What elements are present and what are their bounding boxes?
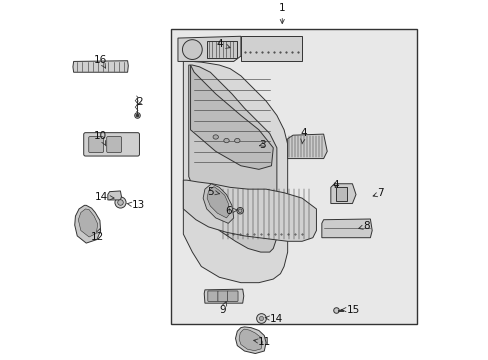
FancyBboxPatch shape xyxy=(227,291,238,301)
Polygon shape xyxy=(321,219,371,238)
Polygon shape xyxy=(73,61,128,72)
Text: 15: 15 xyxy=(341,305,359,315)
FancyBboxPatch shape xyxy=(83,133,139,156)
Polygon shape xyxy=(183,62,287,283)
Ellipse shape xyxy=(237,207,243,214)
Text: 4: 4 xyxy=(216,39,230,49)
Polygon shape xyxy=(203,184,233,223)
Text: 5: 5 xyxy=(207,186,219,197)
Text: 6: 6 xyxy=(225,206,237,216)
Polygon shape xyxy=(336,186,346,201)
Text: 4: 4 xyxy=(332,180,339,190)
Text: 14: 14 xyxy=(264,314,283,324)
Polygon shape xyxy=(75,205,101,243)
Ellipse shape xyxy=(234,139,240,143)
Polygon shape xyxy=(235,327,265,354)
Text: 16: 16 xyxy=(94,55,107,68)
Polygon shape xyxy=(206,41,237,58)
Polygon shape xyxy=(190,65,273,169)
Polygon shape xyxy=(204,289,244,303)
Polygon shape xyxy=(183,180,316,241)
FancyBboxPatch shape xyxy=(88,137,103,152)
Ellipse shape xyxy=(213,135,218,139)
Polygon shape xyxy=(188,65,276,252)
Text: 7: 7 xyxy=(372,188,384,198)
Polygon shape xyxy=(239,329,262,351)
Text: 2: 2 xyxy=(136,97,143,107)
Ellipse shape xyxy=(238,209,242,212)
FancyBboxPatch shape xyxy=(207,291,218,301)
Polygon shape xyxy=(330,184,355,203)
Bar xyxy=(170,29,416,324)
Text: 13: 13 xyxy=(126,200,145,210)
Text: 10: 10 xyxy=(94,131,107,146)
Text: 8: 8 xyxy=(358,221,369,231)
Polygon shape xyxy=(241,36,302,61)
FancyBboxPatch shape xyxy=(106,137,121,152)
Polygon shape xyxy=(178,36,241,62)
Polygon shape xyxy=(78,209,98,237)
Ellipse shape xyxy=(182,40,202,59)
Text: 3: 3 xyxy=(258,140,265,150)
Polygon shape xyxy=(206,186,230,218)
Text: 9: 9 xyxy=(219,302,226,315)
Text: 11: 11 xyxy=(253,337,271,347)
Ellipse shape xyxy=(224,139,229,143)
FancyBboxPatch shape xyxy=(218,291,228,301)
Polygon shape xyxy=(287,134,326,158)
Text: 14: 14 xyxy=(94,192,114,202)
Text: 12: 12 xyxy=(90,229,103,242)
Text: 1: 1 xyxy=(278,3,285,23)
Text: 4: 4 xyxy=(300,129,306,144)
Polygon shape xyxy=(107,191,121,200)
